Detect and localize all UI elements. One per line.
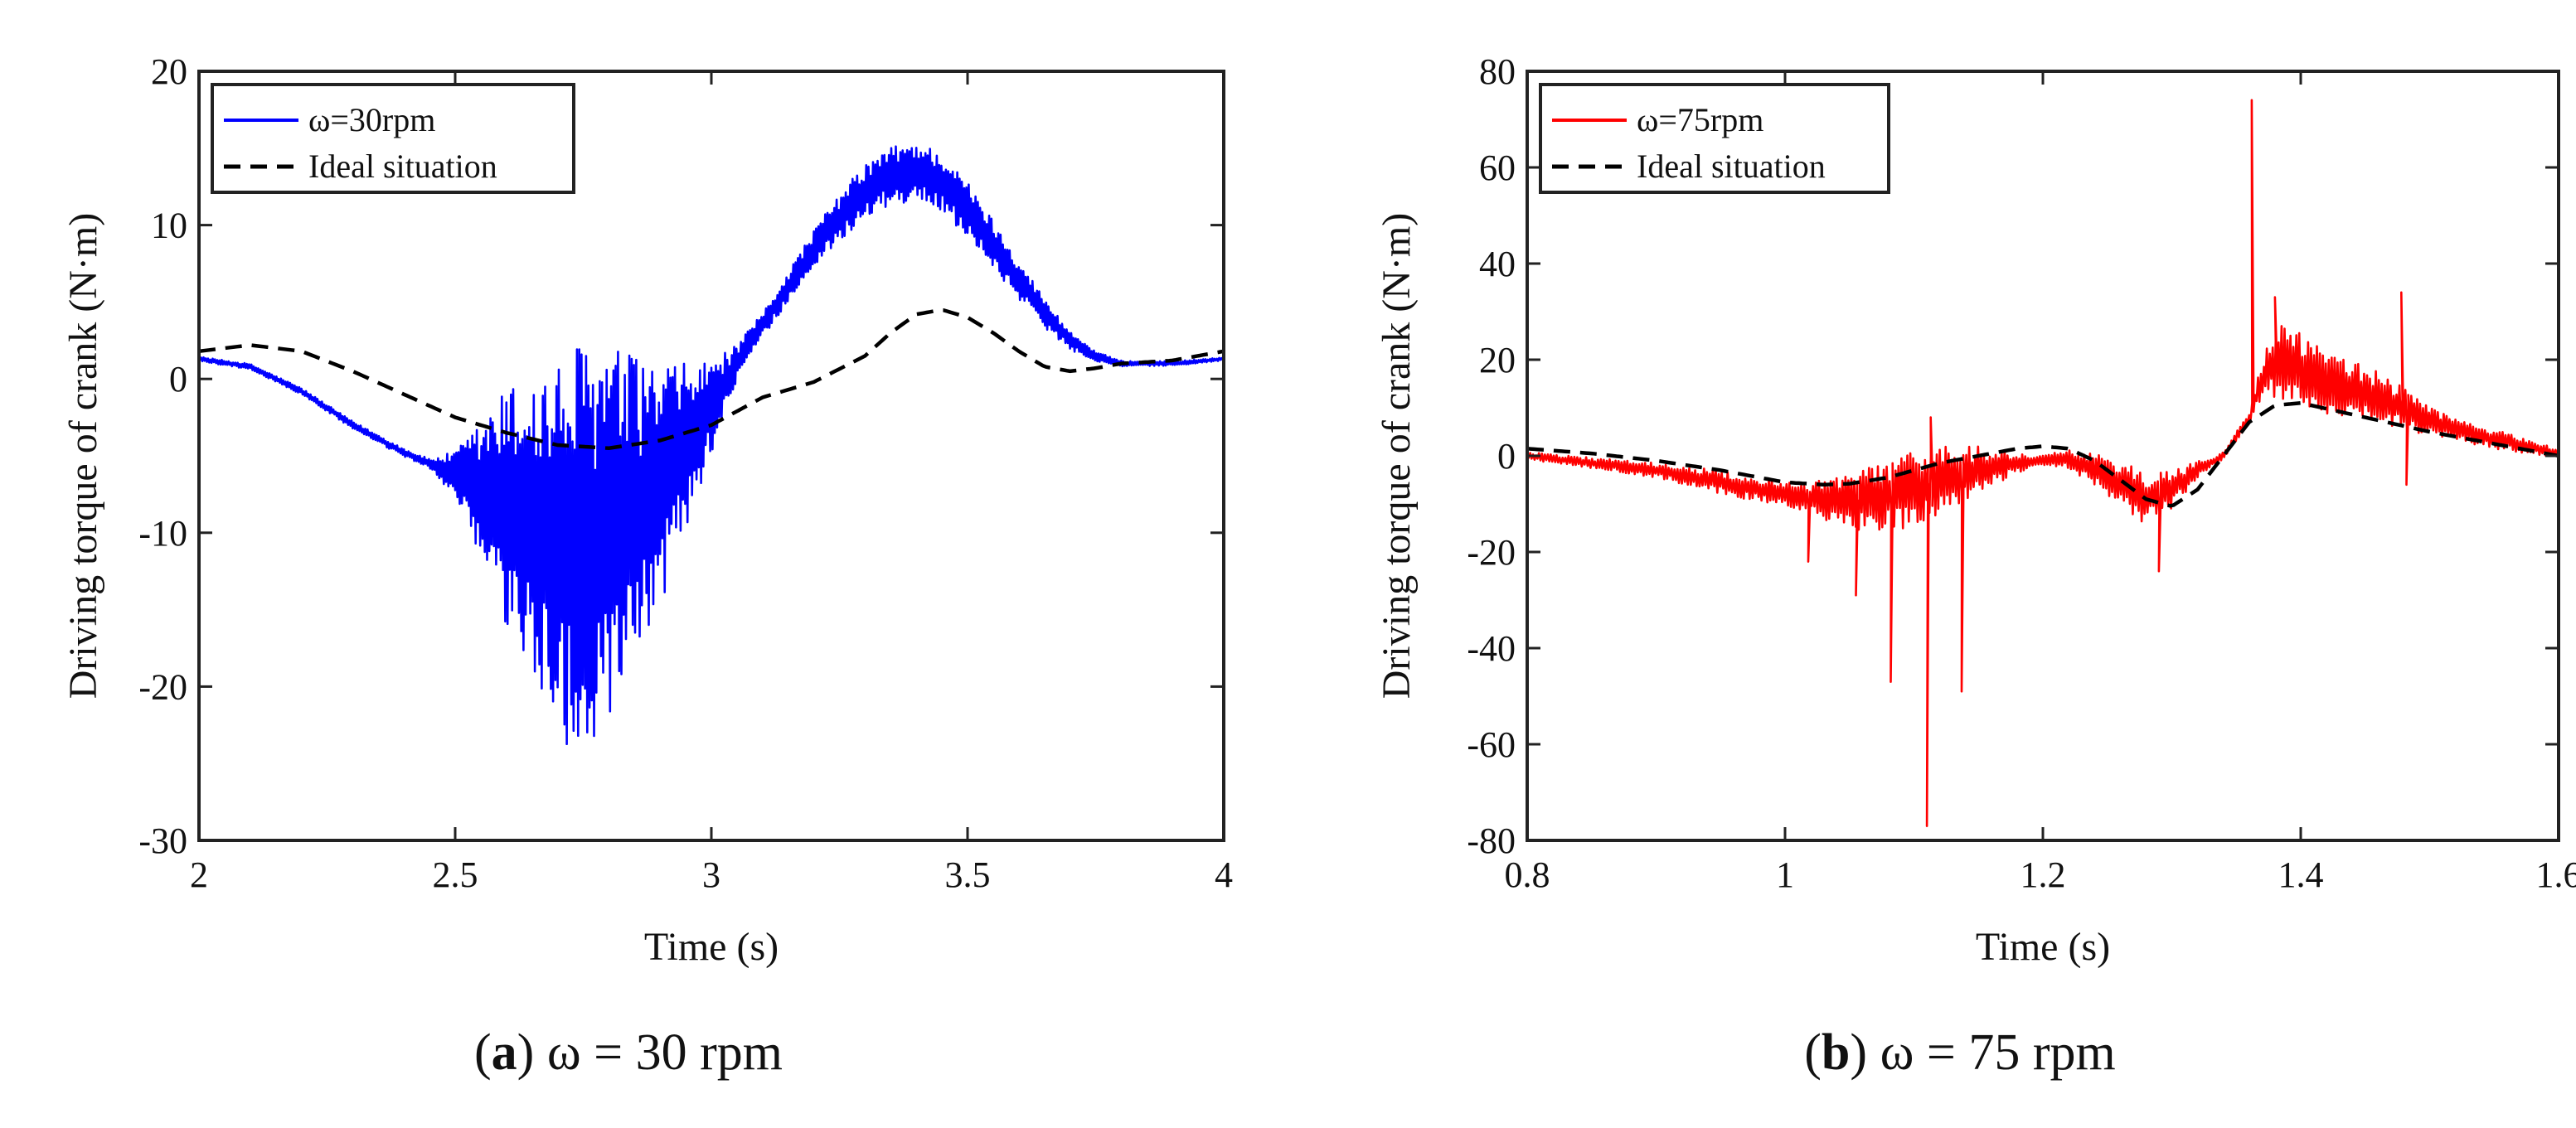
caption-a-letter: a <box>492 1024 517 1081</box>
chart-a-legend: ω=30rpm Ideal situation <box>211 83 575 194</box>
caption-a: (a) ω = 30 rpm <box>474 1024 783 1081</box>
chart-b-legend-box <box>1539 83 1890 194</box>
chart-b-xtick-label: 0.8 <box>1505 854 1550 895</box>
chart-b-ytick-label: 80 <box>1479 51 1516 92</box>
chart-a-ytick-label: 0 <box>169 359 187 399</box>
chart-b-series-0-line <box>1526 99 2560 827</box>
chart-a-ticks: 2 2.5 3 3.5 4 -30 -20 -10 0 10 20 <box>138 51 1233 895</box>
chart-b-ytick-label: 0 <box>1497 436 1516 477</box>
chart-b-series-layer <box>1526 99 2560 827</box>
caption-a-text: ω = 30 rpm <box>534 1024 783 1081</box>
chart-b-ytick-label: -60 <box>1467 724 1516 765</box>
chart-b-ylabel: Driving torque of crank (N·m) <box>1375 213 1419 699</box>
chart-a-ytick-label: -10 <box>138 513 187 554</box>
caption-b-text: ω = 75 rpm <box>1867 1024 2116 1081</box>
chart-a-xtick-label: 2 <box>190 854 208 895</box>
chart-a-ylabel: Driving torque of crank (N·m) <box>61 213 105 699</box>
chart-a-ytick-label: 10 <box>151 206 187 246</box>
chart-b-xlabel: Time (s) <box>1976 925 2110 969</box>
chart-a-legend-label-1: Ideal situation <box>308 148 497 185</box>
chart-panel-a: 2 2.5 3 3.5 4 -30 -20 -10 0 10 20 Time (s) Driving… <box>61 51 1233 1081</box>
chart-b-ytick-label: 40 <box>1479 244 1516 284</box>
chart-a-series-layer <box>197 145 1225 745</box>
chart-b-legend-label-0: ω=75rpm <box>1637 101 1763 138</box>
chart-b-xtick-label: 1.2 <box>2021 854 2066 895</box>
chart-a-xtick-label: 2.5 <box>433 854 478 895</box>
chart-b-ticks: 0.8 1 1.2 1.4 1.6 -80 -60 -40 -20 0 20 40 60 80 <box>1467 51 2576 895</box>
chart-b-legend: ω=75rpm Ideal situation <box>1539 83 1890 194</box>
chart-a-xtick-label: 3.5 <box>945 854 991 895</box>
chart-a-xlabel: Time (s) <box>644 925 779 969</box>
chart-b-ytick-label: 60 <box>1479 148 1516 188</box>
chart-a-ytick-label: -20 <box>138 666 187 707</box>
chart-b-xtick-label: 1 <box>1776 854 1794 895</box>
chart-b-legend-label-1: Ideal situation <box>1637 148 1826 185</box>
chart-a-legend-box <box>211 83 575 194</box>
chart-b-ytick-label: -40 <box>1467 628 1516 669</box>
chart-b-xtick-label: 1.6 <box>2536 854 2576 895</box>
caption-b: (b) ω = 75 rpm <box>1804 1024 2115 1081</box>
chart-a-legend-label-0: ω=30rpm <box>308 101 435 138</box>
chart-a-ytick-label: -30 <box>138 821 187 861</box>
chart-a-series-1-line <box>198 307 1225 450</box>
caption-b-letter: b <box>1822 1024 1850 1081</box>
chart-b-series-1-line <box>1526 400 2559 508</box>
chart-a-ytick-label: 20 <box>151 51 187 92</box>
chart-b-xtick-label: 1.4 <box>2278 854 2324 895</box>
chart-a-series-0-line <box>197 145 1225 745</box>
chart-a-xtick-label: 4 <box>1215 854 1233 895</box>
chart-b-ytick-label: -20 <box>1467 532 1516 573</box>
chart-b-ytick-label: 20 <box>1479 340 1516 380</box>
chart-a-xtick-label: 3 <box>702 854 720 895</box>
chart-b-ytick-label: -80 <box>1467 821 1516 861</box>
chart-panel-b: 0.8 1 1.2 1.4 1.6 -80 -60 -40 -20 0 20 40 60 80 Time … <box>1375 51 2576 1081</box>
